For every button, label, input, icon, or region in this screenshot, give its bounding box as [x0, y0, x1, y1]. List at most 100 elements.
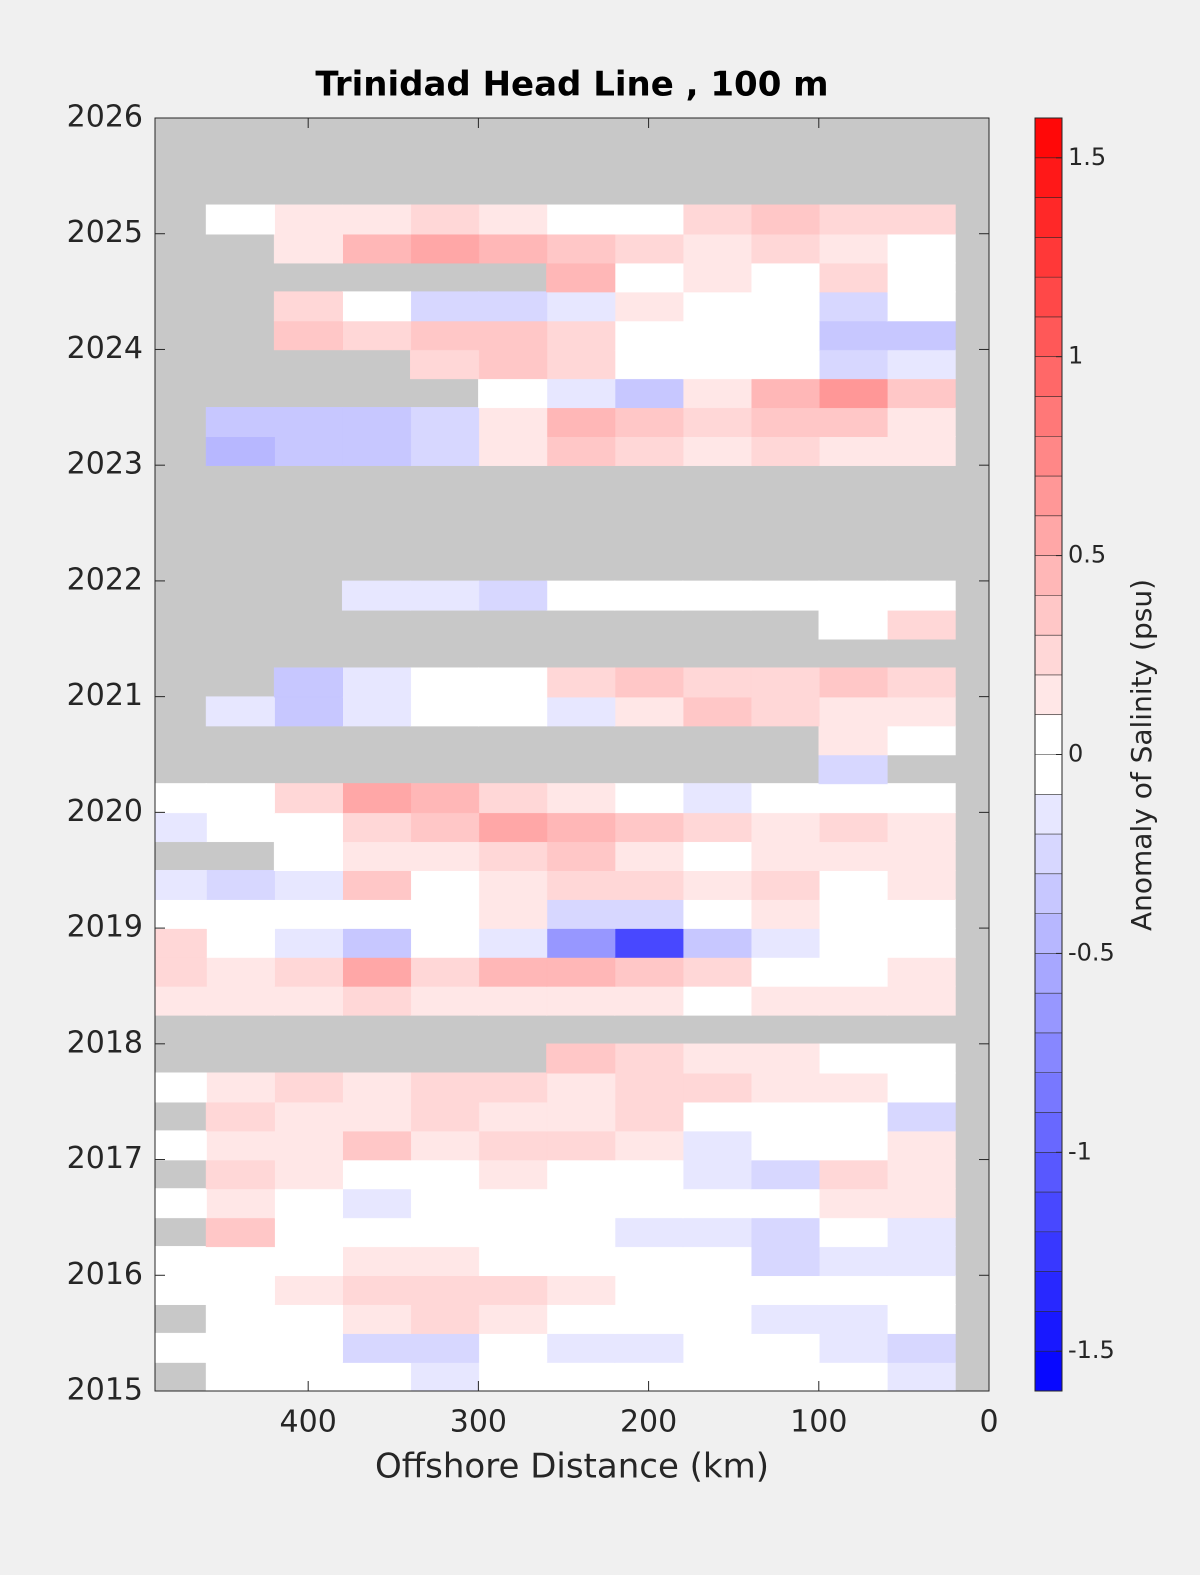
heatmap-cell: [886, 1159, 956, 1190]
heatmap-cell: [682, 1072, 752, 1103]
heatmap-cell: [478, 580, 548, 611]
x-axis-label: Offshore Distance (km): [375, 1447, 769, 1487]
heatmap-cell: [273, 985, 343, 1016]
colorbar-segment: [1035, 1192, 1062, 1233]
colorbar-segment: [1035, 1231, 1062, 1273]
heatmap-cell: [478, 667, 548, 698]
heatmap-cell: [478, 233, 548, 264]
heatmap-cell: [478, 1332, 548, 1363]
heatmap-cell: [886, 378, 956, 409]
colorbar-tick-label: -1: [1068, 1137, 1092, 1165]
heatmap-cell: [478, 898, 548, 929]
heatmap-cell: [682, 436, 752, 466]
y-tick-label: 2025: [67, 215, 143, 250]
heatmap: [155, 204, 956, 1391]
heatmap-cell: [546, 696, 616, 727]
heatmap-cell: [410, 783, 480, 814]
heatmap-cell: [155, 1072, 207, 1103]
heatmap-cell: [546, 1217, 616, 1248]
heatmap-cell: [682, 956, 752, 987]
heatmap-cell: [750, 1303, 820, 1334]
heatmap-cell: [886, 1188, 956, 1219]
heatmap-cell: [478, 1303, 548, 1334]
heatmap-cell: [614, 349, 684, 380]
heatmap-cell: [546, 262, 616, 293]
heatmap-cell: [478, 349, 548, 380]
heatmap-cell: [273, 841, 343, 871]
heatmap-cell: [410, 1217, 480, 1248]
heatmap-cell: [614, 436, 684, 466]
heatmap-cell: [205, 696, 275, 727]
heatmap-cell: [341, 1101, 412, 1132]
heatmap-cell: [273, 1072, 343, 1103]
heatmap-cell: [886, 233, 956, 264]
heatmap-cell: [410, 667, 480, 698]
heatmap-cell: [205, 1159, 275, 1190]
heatmap-cell: [410, 812, 480, 843]
colorbar-tick-label: -0.5: [1068, 938, 1115, 966]
heatmap-cell: [478, 1188, 548, 1219]
colorbar-segment: [1035, 993, 1062, 1034]
heatmap-cell: [273, 1303, 343, 1334]
heatmap-cell: [205, 1072, 275, 1103]
heatmap-cell: [478, 1159, 548, 1190]
heatmap-cell: [273, 812, 343, 843]
heatmap-cell: [546, 1275, 616, 1305]
heatmap-cell: [478, 204, 548, 235]
heatmap-cell: [682, 1130, 752, 1161]
heatmap-cell: [205, 1130, 275, 1161]
heatmap-cell: [341, 985, 412, 1016]
x-tick-label: 100: [790, 1405, 847, 1440]
colorbar-segment: [1035, 754, 1062, 795]
heatmap-cell: [750, 667, 820, 698]
heatmap-cell: [205, 436, 275, 466]
heatmap-cell: [750, 233, 820, 264]
heatmap-cell: [614, 898, 684, 929]
heatmap-cell: [886, 291, 956, 322]
x-tick-label: 400: [280, 1405, 337, 1440]
colorbar-segment: [1035, 913, 1062, 954]
heatmap-cell: [341, 436, 412, 466]
colorbar-segment: [1035, 118, 1062, 159]
heatmap-cell: [546, 1072, 616, 1103]
heatmap-cell: [341, 1303, 412, 1334]
heatmap-cell: [614, 841, 684, 871]
y-tick-label: 2019: [67, 910, 143, 945]
heatmap-cell: [341, 580, 412, 611]
heatmap-cell: [546, 985, 616, 1016]
heatmap-cell: [818, 233, 888, 264]
heatmap-cell: [205, 1303, 275, 1334]
heatmap-cell: [750, 378, 820, 409]
heatmap-cell: [205, 204, 275, 235]
heatmap-cell: [546, 1101, 616, 1132]
heatmap-cell: [341, 204, 412, 235]
heatmap-cell: [546, 898, 616, 929]
heatmap-cell: [886, 1043, 956, 1074]
heatmap-cell: [614, 1130, 684, 1161]
heatmap-cell: [410, 580, 480, 611]
heatmap-cell: [682, 320, 752, 351]
heatmap-cell: [341, 1217, 412, 1248]
colorbar-segment: [1035, 1311, 1062, 1352]
heatmap-cell: [614, 1072, 684, 1103]
heatmap-cell: [886, 869, 956, 900]
heatmap-cell: [410, 407, 480, 437]
heatmap-cell: [886, 783, 956, 814]
heatmap-cell: [818, 1188, 888, 1219]
heatmap-cell: [546, 812, 616, 843]
y-tick-label: 2020: [67, 794, 143, 829]
heatmap-cell: [273, 320, 343, 351]
heatmap-cell: [205, 869, 275, 900]
heatmap-cell: [886, 1332, 956, 1363]
heatmap-cell: [410, 956, 480, 987]
colorbar-tick-label: 1: [1068, 342, 1083, 370]
heatmap-cell: [546, 1159, 616, 1190]
heatmap-cell: [682, 927, 752, 958]
colorbar-segment: [1035, 794, 1062, 835]
heatmap-cell: [818, 1043, 888, 1074]
heatmap-cell: [818, 320, 888, 351]
colorbar-segment: [1035, 1351, 1062, 1392]
heatmap-cell: [341, 927, 412, 958]
heatmap-cell: [273, 783, 343, 814]
heatmap-cell: [750, 1130, 820, 1161]
